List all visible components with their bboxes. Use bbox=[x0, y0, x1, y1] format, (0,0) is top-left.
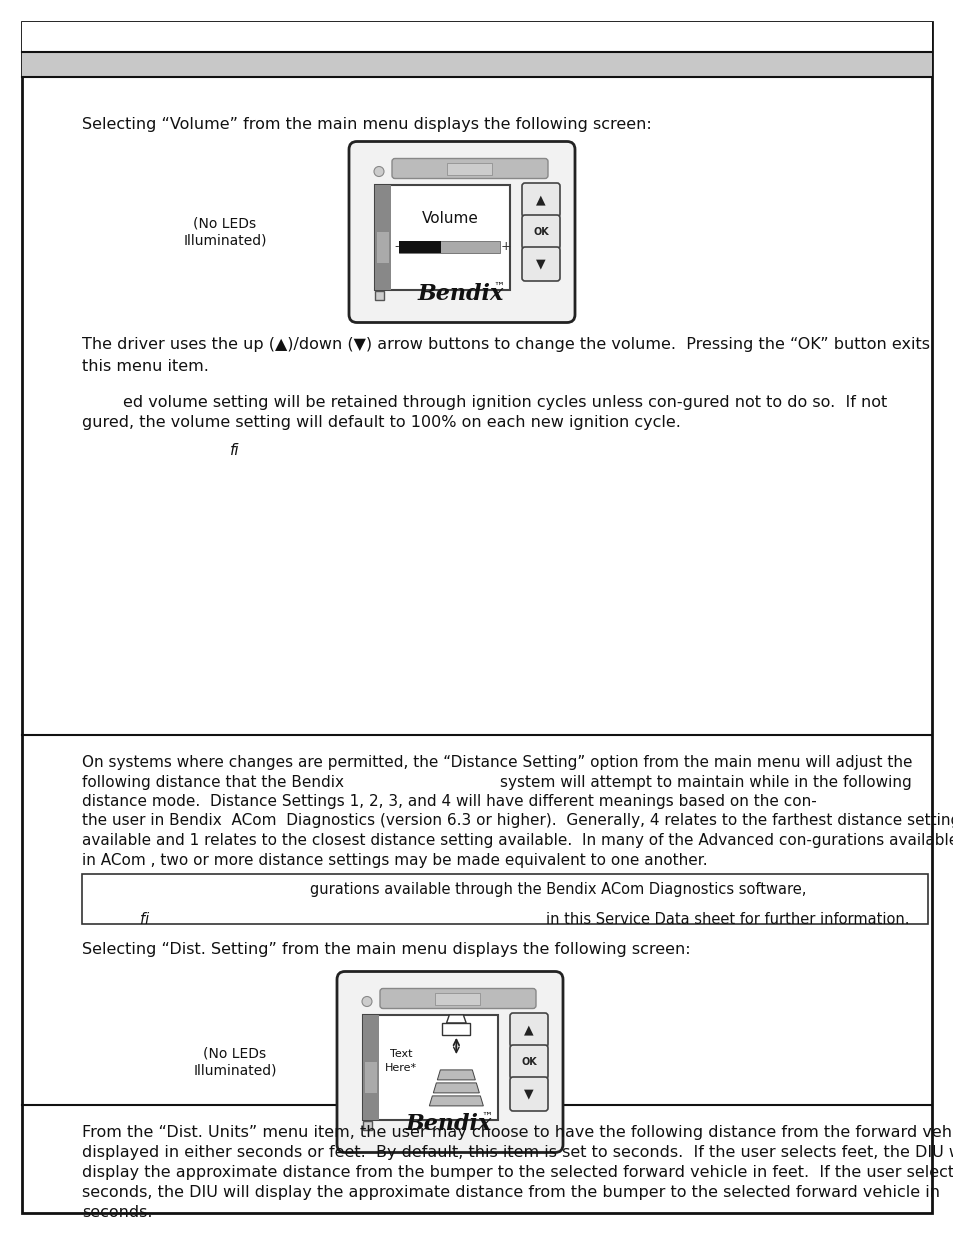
Polygon shape bbox=[436, 1070, 475, 1079]
Text: seconds.: seconds. bbox=[82, 1205, 152, 1220]
Bar bbox=[375, 184, 391, 289]
Bar bbox=[363, 1108, 372, 1116]
Bar bbox=[375, 290, 384, 300]
FancyBboxPatch shape bbox=[392, 158, 547, 179]
Text: gurations available through the Bendix ACom Diagnostics software,: gurations available through the Bendix A… bbox=[310, 882, 805, 897]
Text: fi: fi bbox=[230, 443, 239, 458]
Text: available and 1 relates to the closest distance setting available.  In many of t: available and 1 relates to the closest d… bbox=[82, 832, 953, 848]
FancyBboxPatch shape bbox=[521, 215, 559, 249]
Text: OK: OK bbox=[520, 1057, 537, 1067]
Bar bbox=[22, 52, 931, 77]
Bar bbox=[398, 241, 441, 253]
Bar bbox=[398, 241, 499, 253]
Text: On systems where changes are permitted, the “Distance Setting” option from the m: On systems where changes are permitted, … bbox=[82, 755, 911, 769]
Bar bbox=[442, 1023, 470, 1035]
Text: gured, the volume setting will default to 100% on each new ignition cycle.: gured, the volume setting will default t… bbox=[82, 415, 680, 430]
FancyBboxPatch shape bbox=[510, 1077, 547, 1112]
Bar bbox=[365, 1062, 376, 1093]
Text: in this Service Data sheet for further information.: in this Service Data sheet for further i… bbox=[546, 911, 909, 927]
FancyBboxPatch shape bbox=[521, 247, 559, 282]
Text: displayed in either seconds or feet.  By default, this item is set to seconds.  : displayed in either seconds or feet. By … bbox=[82, 1145, 953, 1160]
Text: Volume: Volume bbox=[421, 211, 478, 226]
Circle shape bbox=[361, 997, 372, 1007]
Text: ™: ™ bbox=[493, 282, 503, 291]
Bar bbox=[375, 278, 384, 287]
Text: seconds, the DIU will display the approximate distance from the bumper to the se: seconds, the DIU will display the approx… bbox=[82, 1186, 939, 1200]
Text: Bendix: Bendix bbox=[416, 284, 503, 305]
Polygon shape bbox=[433, 1083, 478, 1093]
FancyBboxPatch shape bbox=[521, 183, 559, 217]
Text: (No LEDs
Illuminated): (No LEDs Illuminated) bbox=[193, 1047, 276, 1077]
FancyBboxPatch shape bbox=[510, 1045, 547, 1079]
FancyBboxPatch shape bbox=[375, 184, 510, 289]
FancyBboxPatch shape bbox=[379, 988, 536, 1009]
Text: fi: fi bbox=[140, 911, 149, 927]
Text: distance mode.  Distance Settings 1, 2, 3, and 4 will have different meanings ba: distance mode. Distance Settings 1, 2, 3… bbox=[82, 794, 816, 809]
Text: display the approximate distance from the bumper to the selected forward vehicle: display the approximate distance from th… bbox=[82, 1165, 953, 1179]
Text: +: + bbox=[500, 241, 511, 253]
FancyBboxPatch shape bbox=[510, 1013, 547, 1047]
Text: Selecting “Dist. Setting” from the main menu displays the following screen:: Selecting “Dist. Setting” from the main … bbox=[82, 942, 690, 957]
Text: Bendix: Bendix bbox=[405, 1114, 491, 1135]
Text: ▲: ▲ bbox=[536, 194, 545, 206]
Bar bbox=[82, 874, 927, 924]
Bar bbox=[376, 232, 389, 263]
Bar bbox=[363, 1120, 372, 1130]
Text: ▲: ▲ bbox=[523, 1024, 534, 1036]
Text: From the “Dist. Units” menu item, the user may choose to have the following dist: From the “Dist. Units” menu item, the us… bbox=[82, 1125, 953, 1140]
FancyBboxPatch shape bbox=[435, 993, 480, 1004]
Circle shape bbox=[374, 167, 384, 177]
Text: the user in Bendix  ACom  Diagnostics (version 6.3 or higher).  Generally, 4 rel: the user in Bendix ACom Diagnostics (ver… bbox=[82, 814, 953, 829]
Bar bbox=[363, 1014, 378, 1119]
Text: Text: Text bbox=[390, 1050, 412, 1060]
Text: ▼: ▼ bbox=[536, 258, 545, 270]
Text: ed volume setting will be retained through ignition cycles unless con­gured not : ed volume setting will be retained throu… bbox=[82, 395, 886, 410]
Text: Selecting “Volume” from the main menu displays the following screen:: Selecting “Volume” from the main menu di… bbox=[82, 117, 651, 132]
Text: ▼: ▼ bbox=[523, 1088, 534, 1100]
FancyBboxPatch shape bbox=[349, 142, 575, 322]
Text: Here*: Here* bbox=[384, 1063, 416, 1073]
FancyBboxPatch shape bbox=[363, 1014, 497, 1119]
Text: following distance that the Bendix                                system will at: following distance that the Bendix syste… bbox=[82, 774, 911, 789]
Text: in ACom , two or more distance settings may be made equivalent to one another.: in ACom , two or more distance settings … bbox=[82, 852, 707, 867]
Text: ™: ™ bbox=[480, 1112, 492, 1121]
FancyBboxPatch shape bbox=[447, 163, 492, 174]
Text: (No LEDs
Illuminated): (No LEDs Illuminated) bbox=[183, 217, 267, 247]
Bar bbox=[22, 22, 931, 52]
Text: -: - bbox=[395, 241, 399, 253]
FancyBboxPatch shape bbox=[336, 972, 562, 1152]
Polygon shape bbox=[446, 1015, 466, 1023]
Polygon shape bbox=[429, 1095, 483, 1105]
Text: OK: OK bbox=[533, 227, 548, 237]
Text: The driver uses the up (▲)/down (▼) arrow buttons to change the volume.  Pressin: The driver uses the up (▲)/down (▼) arro… bbox=[82, 337, 929, 374]
